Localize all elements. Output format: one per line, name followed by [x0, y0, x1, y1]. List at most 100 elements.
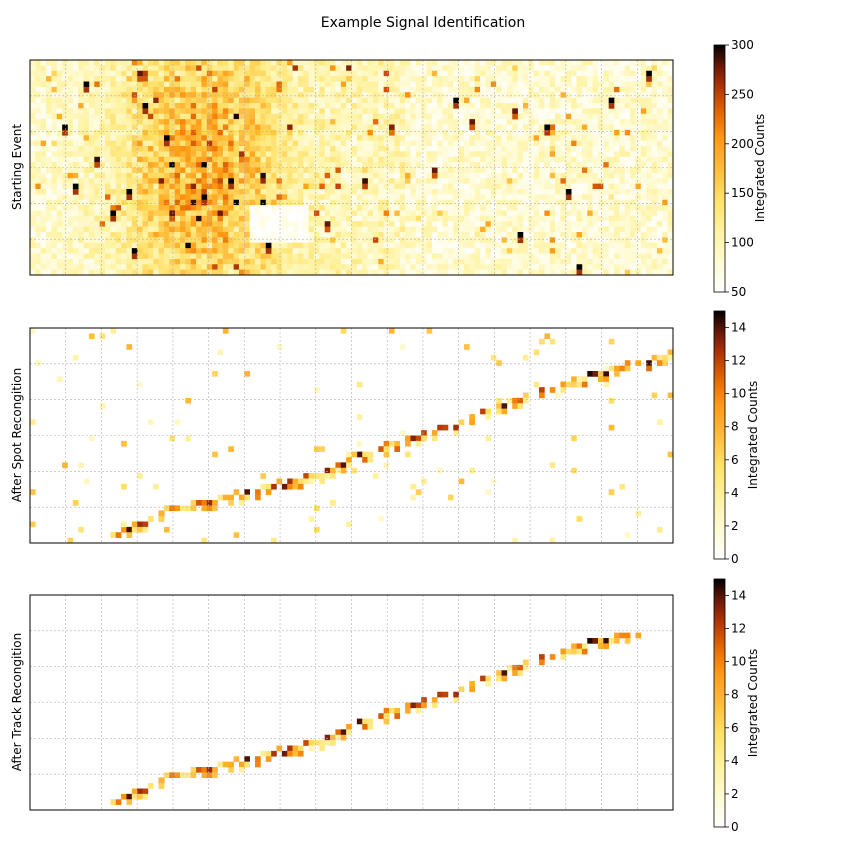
heatmap-cell — [163, 92, 170, 98]
heatmap-cell — [46, 156, 52, 163]
heatmap-cell — [565, 237, 572, 244]
heatmap-cell — [105, 162, 111, 168]
heatmap-cell — [40, 151, 47, 158]
heatmap-cell — [233, 146, 240, 152]
heatmap-cell — [447, 242, 454, 249]
heatmap-cell — [549, 124, 556, 131]
heatmap-cell — [656, 248, 663, 254]
heatmap-cell — [571, 162, 577, 168]
heatmap-cell — [544, 65, 551, 72]
heatmap-cell — [260, 76, 267, 82]
heatmap-cell — [490, 129, 497, 136]
heatmap-cell — [565, 146, 572, 152]
heatmap-cell — [190, 253, 197, 260]
heatmap-cell — [190, 226, 197, 233]
heatmap-cell — [447, 269, 454, 276]
heatmap-cell — [308, 167, 315, 174]
heatmap-cell — [464, 124, 470, 131]
heatmap-cell — [297, 221, 304, 227]
heatmap-cell — [549, 194, 556, 201]
heatmap-cell — [260, 135, 267, 141]
heatmap-cell — [431, 92, 438, 98]
track-pixel — [394, 440, 401, 447]
heatmap-cell — [464, 146, 470, 152]
heatmap-cell — [490, 226, 497, 233]
heatmap-cell — [528, 135, 534, 141]
heatmap-cell — [635, 232, 642, 238]
heatmap-cell — [324, 232, 331, 238]
heatmap-cell — [105, 124, 111, 131]
heatmap-cell — [180, 215, 186, 222]
heatmap-cell — [72, 156, 79, 163]
heatmap-cell — [351, 189, 358, 195]
heatmap-cell — [469, 178, 476, 184]
heatmap-cell — [185, 253, 192, 260]
heatmap-cell — [249, 151, 256, 158]
heatmap-cell — [238, 172, 245, 179]
heatmap-cell — [206, 210, 213, 217]
heatmap-cell — [281, 232, 288, 238]
heatmap-cell — [415, 232, 422, 238]
heatmap-cell — [346, 221, 352, 227]
heatmap-cell — [469, 215, 476, 222]
heatmap-cell — [30, 210, 36, 217]
heatmap-cell — [667, 156, 674, 163]
heatmap-cell — [662, 253, 668, 260]
heatmap-cell — [351, 151, 358, 158]
heatmap-cell — [587, 135, 593, 141]
heatmap-cell — [62, 113, 68, 120]
heatmap-cell — [571, 264, 577, 270]
heatmap-cell — [480, 119, 486, 125]
heatmap-cell — [78, 189, 84, 195]
heatmap-cell — [206, 172, 213, 179]
heatmap-cell — [292, 215, 299, 222]
heatmap-cell — [330, 86, 336, 93]
heatmap-cell — [506, 237, 513, 244]
heatmap-cell — [346, 232, 352, 238]
heatmap-cell — [281, 264, 288, 270]
heatmap-cell — [56, 65, 63, 72]
heatmap-cell — [308, 151, 315, 158]
heatmap-cell — [174, 226, 181, 233]
heatmap-cell — [88, 167, 95, 174]
heatmap-cell — [281, 189, 288, 195]
heatmap-cell — [115, 258, 122, 265]
heatmap-cell — [303, 113, 309, 120]
hot-pixel — [512, 113, 518, 120]
heatmap-cell — [614, 156, 620, 163]
heatmap-cell — [619, 264, 626, 270]
heatmap-cell — [260, 205, 267, 211]
heatmap-cell — [260, 86, 267, 93]
heatmap-cell — [603, 269, 609, 276]
heatmap-cell — [469, 253, 476, 260]
heatmap-cell — [630, 210, 636, 217]
heatmap-cell — [40, 92, 47, 98]
heatmap-cell — [512, 86, 518, 93]
heatmap-cell — [56, 108, 63, 115]
heatmap-cell — [565, 264, 572, 270]
heatmap-cell — [137, 156, 143, 163]
heatmap-cell — [131, 86, 138, 93]
heatmap-cell — [421, 253, 427, 260]
heatmap-cell — [549, 119, 556, 125]
hot-pixel — [238, 151, 245, 158]
heatmap-cell — [592, 264, 599, 270]
heatmap-cell — [163, 269, 170, 276]
heatmap-cell — [330, 146, 336, 152]
heatmap-cell — [415, 146, 422, 152]
heatmap-cell — [506, 183, 513, 190]
heatmap-cell — [646, 242, 652, 249]
heatmap-cell — [662, 124, 668, 131]
heatmap-cell — [571, 189, 577, 195]
heatmap-cell — [346, 103, 352, 109]
heatmap-cell — [539, 156, 545, 163]
heatmap-cell — [222, 242, 229, 249]
heatmap-cell — [351, 253, 358, 260]
heatmap-cell — [394, 264, 401, 270]
heatmap-cell — [292, 178, 299, 184]
heatmap-cell — [608, 194, 615, 201]
heatmap-cell — [437, 167, 443, 174]
heatmap-cell — [67, 269, 74, 276]
heatmap-cell — [313, 146, 320, 152]
heatmap-cell — [35, 253, 42, 260]
